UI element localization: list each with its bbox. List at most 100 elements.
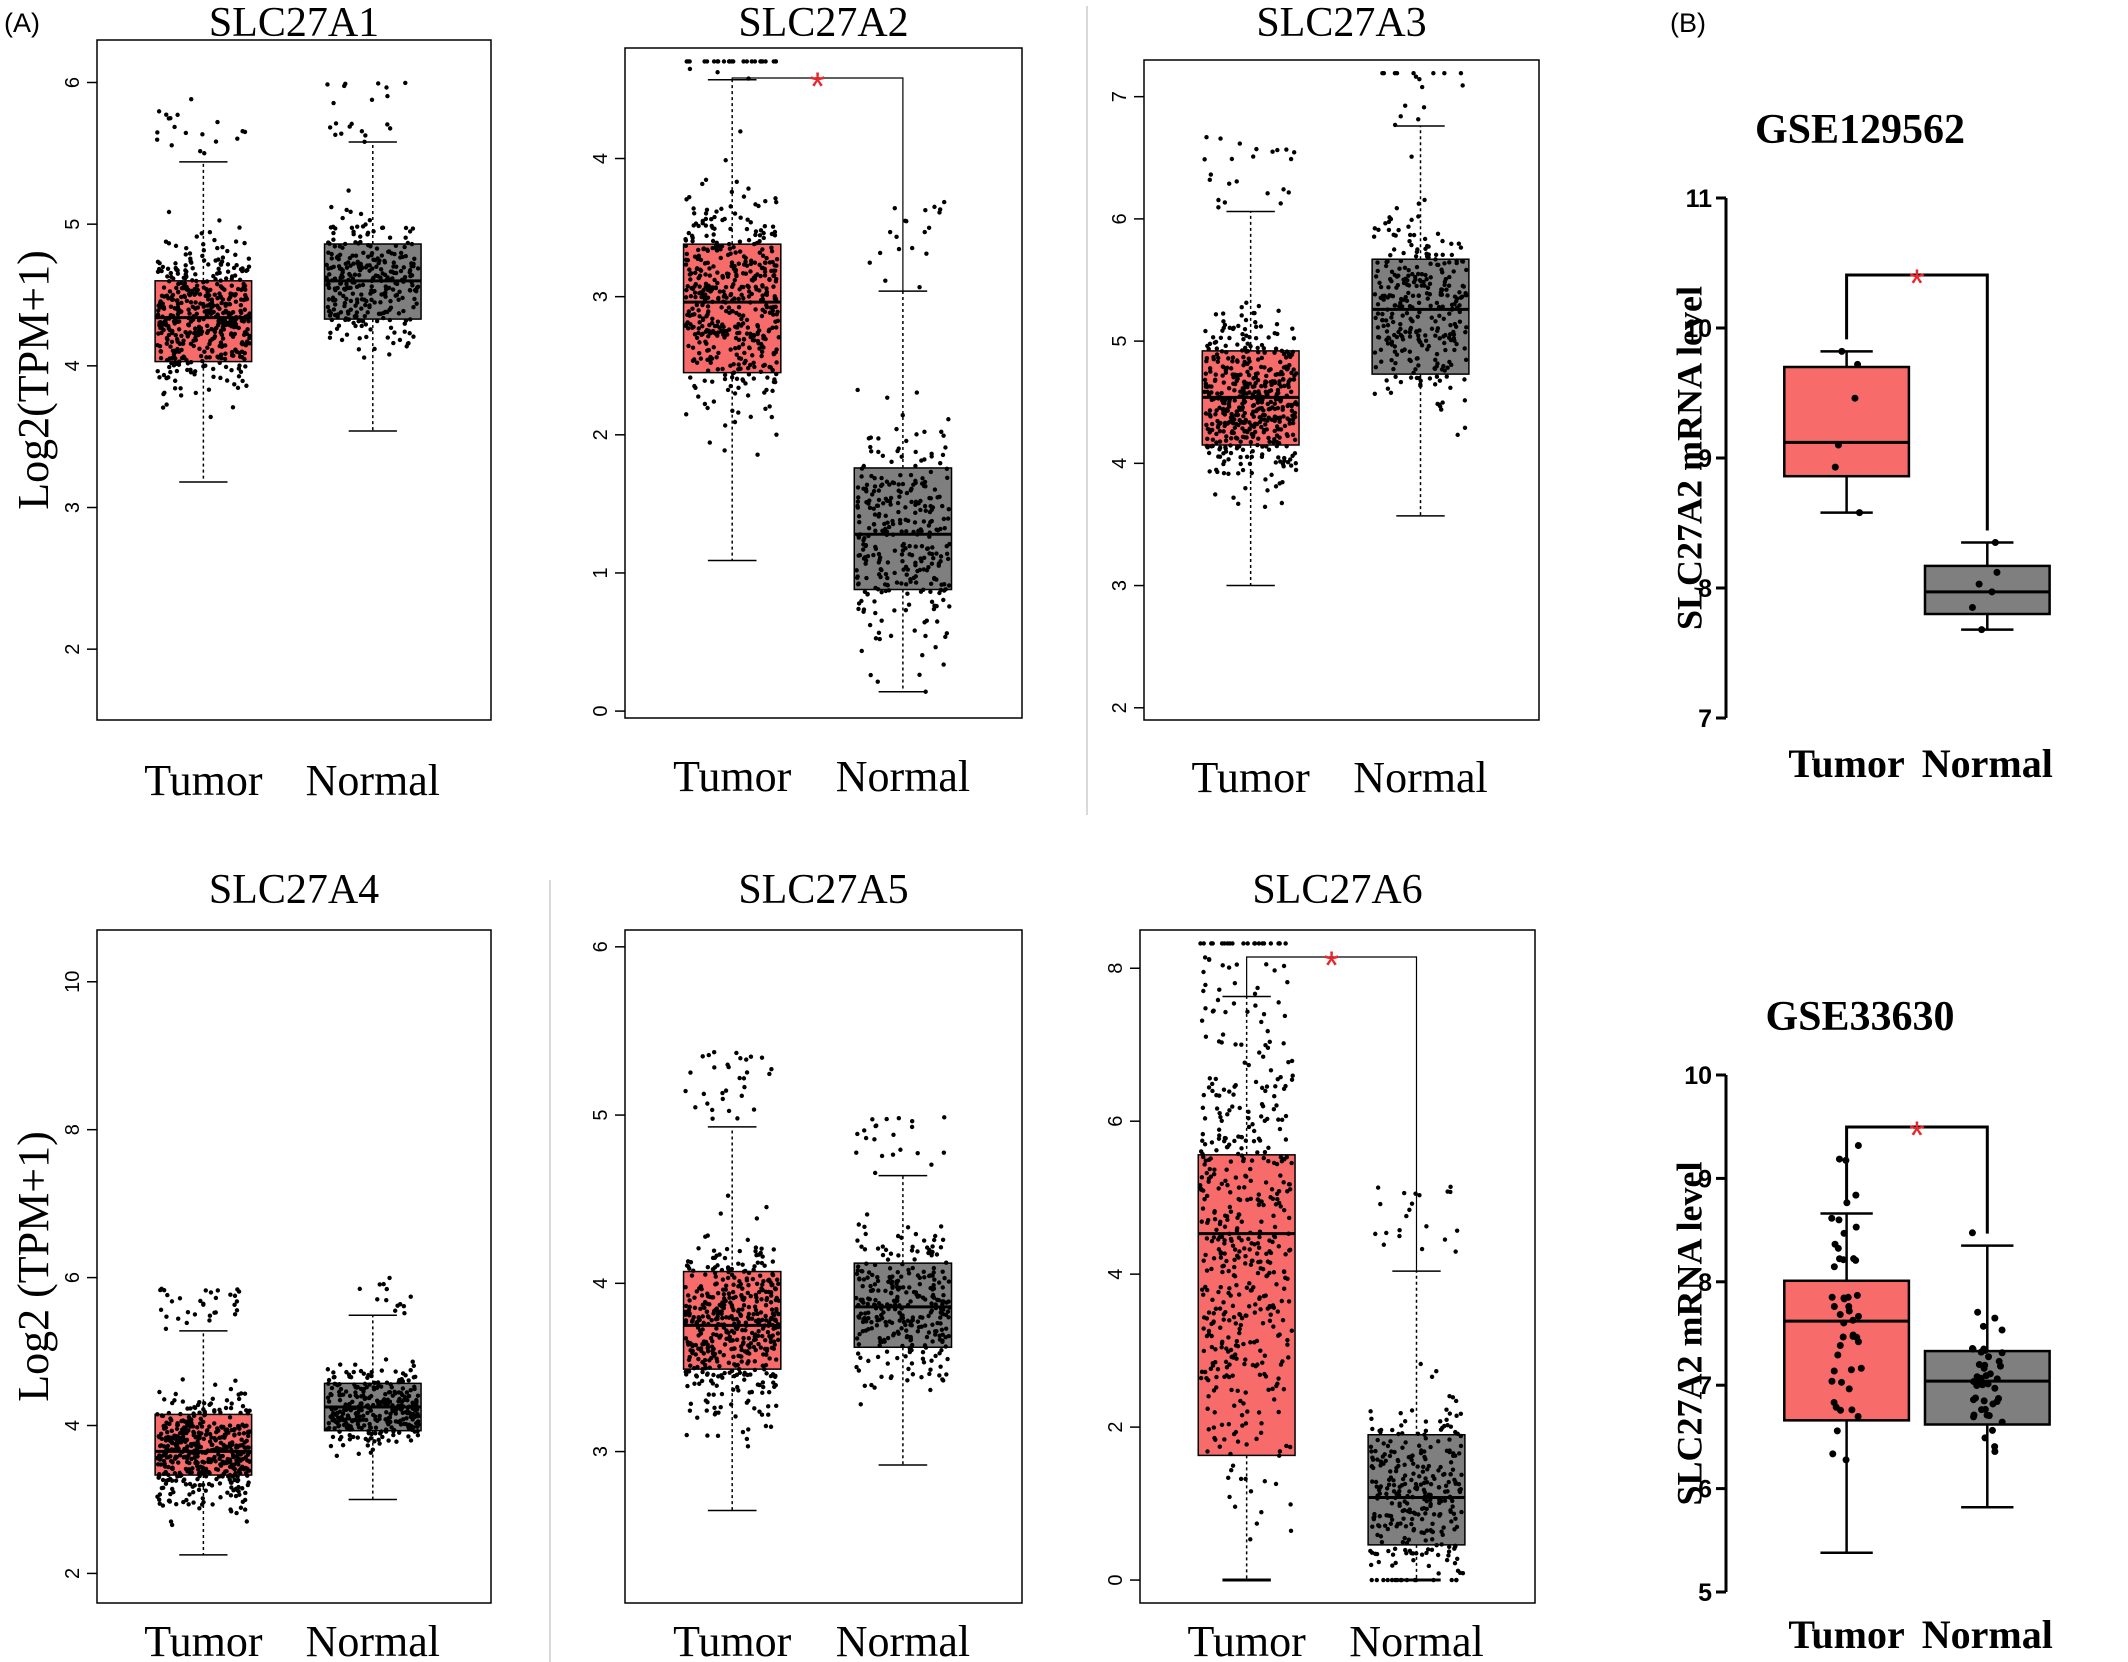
data-point: [909, 1361, 915, 1366]
data-point: [237, 1492, 242, 1497]
data-point: [344, 265, 350, 270]
data-point: [1448, 385, 1453, 390]
data-point: [932, 1277, 937, 1282]
data-point: [728, 363, 733, 368]
data-point: [1278, 201, 1283, 206]
data-point: [1283, 941, 1288, 946]
data-point: [1379, 359, 1384, 364]
data-point: [923, 484, 928, 489]
data-point: [191, 1500, 196, 1505]
data-point: [757, 1382, 762, 1388]
data-point: [1262, 365, 1267, 370]
data-point: [922, 429, 927, 435]
data-point: [727, 246, 733, 251]
data-point: [737, 249, 743, 254]
data-point: [737, 1248, 742, 1254]
data-point: [1225, 1349, 1231, 1354]
data-point: [710, 299, 715, 305]
data-point: [1262, 381, 1268, 387]
data-point: [1221, 461, 1226, 467]
data-point: [919, 1324, 924, 1329]
data-point: [403, 225, 409, 231]
data-point: [1281, 1387, 1287, 1392]
data-point: [1261, 1294, 1267, 1299]
data-point: [173, 261, 178, 266]
data-point: [1248, 1537, 1253, 1542]
data-point: [228, 291, 233, 296]
data-point: [872, 1170, 878, 1176]
data-point: [746, 1427, 751, 1432]
data-point: [762, 362, 767, 368]
data-point: [1276, 1000, 1281, 1005]
data-point: [175, 1316, 181, 1321]
data-point: [689, 1319, 695, 1324]
data-point: [195, 1476, 200, 1482]
data-point: [746, 1311, 752, 1317]
data-point: [371, 275, 376, 281]
data-point: [1246, 356, 1252, 361]
data-point: [1392, 344, 1398, 349]
data-point: [770, 1322, 775, 1328]
data-point: [697, 1381, 702, 1386]
data-point: [899, 1326, 904, 1331]
data-point: [888, 495, 894, 501]
data-point: [185, 1406, 190, 1411]
data-point: [736, 362, 741, 367]
data-point: [1246, 1304, 1252, 1309]
data-point: [1215, 359, 1221, 364]
data-point: [731, 1308, 736, 1313]
data-point: [1222, 1135, 1228, 1141]
data-point: [704, 314, 709, 319]
data-point: [872, 1137, 877, 1142]
data-point: [207, 341, 212, 347]
data-point: [231, 1462, 237, 1468]
data-point: [892, 570, 897, 576]
data-point: [1248, 1340, 1253, 1345]
data-point: [210, 366, 216, 372]
data-point: [1235, 1226, 1240, 1231]
data-point: [380, 271, 385, 276]
data-point: [1211, 1235, 1217, 1240]
data-point: [1224, 1167, 1229, 1172]
data-point: [358, 239, 363, 245]
data-point: [1434, 300, 1440, 306]
data-point: [183, 263, 188, 268]
data-point: [1232, 381, 1238, 387]
data-point: [712, 1265, 718, 1270]
data-point: [1259, 1510, 1264, 1515]
data-point: [928, 1387, 933, 1393]
data-point: [397, 289, 402, 295]
data-point: [347, 1432, 352, 1438]
data-point: [1284, 147, 1289, 152]
data-point: [884, 479, 890, 484]
data-point: [690, 1348, 695, 1354]
data-point: [683, 1088, 688, 1094]
data-point: [763, 260, 768, 266]
data-point: [354, 310, 360, 315]
data-point: [1219, 1181, 1225, 1187]
data-point: [938, 554, 944, 559]
data-point: [773, 1325, 778, 1330]
data-point: [930, 1339, 935, 1344]
data-point: [377, 1400, 382, 1405]
data-point: [720, 273, 725, 279]
data-point: [749, 1389, 755, 1395]
data-point: [870, 1272, 875, 1278]
data-point: [770, 325, 775, 330]
data-point: [181, 1499, 186, 1505]
data-point: [746, 1336, 752, 1341]
data-point: [392, 330, 397, 335]
data-point: [410, 1406, 415, 1411]
data-point: [946, 506, 951, 512]
data-point: [225, 262, 231, 267]
data-point: [1203, 384, 1209, 389]
data-point: [1414, 356, 1420, 361]
data-point: [168, 304, 174, 309]
data-point: [729, 260, 735, 265]
data-point: [1288, 1502, 1293, 1507]
data-point: [741, 1303, 747, 1308]
data-point: [155, 312, 161, 317]
data-point: [685, 258, 691, 263]
data-point: [1235, 1151, 1241, 1157]
